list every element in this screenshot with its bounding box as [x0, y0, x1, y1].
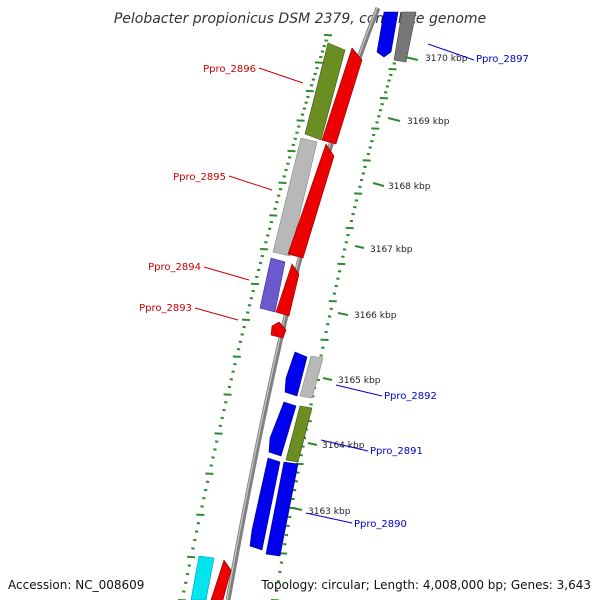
gene-ppro-2896[interactable] [304, 42, 346, 141]
gene-feature-red-bottom[interactable] [210, 559, 232, 600]
gene-label-ppro-2894[interactable]: Ppro_2894 [148, 262, 201, 273]
scale-label: 3168 kbp [388, 182, 431, 192]
scale-marker: 3164 kbp [307, 441, 365, 451]
gene-label-ppro-2891[interactable]: Ppro_2891 [370, 446, 423, 457]
gene-ppro-2892[interactable] [284, 351, 308, 397]
gene-ppro-2894[interactable] [259, 257, 286, 313]
scale-marker: 3170 kbp [404, 54, 468, 64]
gene-ppro-2895[interactable] [287, 143, 335, 259]
scale-marker: 3168 kbp [372, 182, 431, 192]
gene-feature-blue-2890b[interactable] [265, 461, 299, 557]
gene-label-ppro-2897[interactable]: Ppro_2897 [476, 54, 529, 65]
gene-feature-red-2894[interactable] [275, 263, 300, 317]
gene-feature-red-2896[interactable] [321, 47, 363, 145]
scale-marker: 3165 kbp [322, 376, 381, 386]
accession-text: Accession: NC_008609 [8, 578, 145, 592]
scale-label: 3167 kbp [370, 245, 413, 255]
gene-feature-cyan-bottom[interactable] [190, 555, 215, 600]
scale-markers: 3170 kbp 3169 kbp 3168 kbp 3167 kbp 3166… [292, 54, 468, 517]
gene-feature-gray-2892[interactable] [299, 355, 324, 399]
inner-tick-ring [178, 34, 333, 600]
map-title: Pelobacter propionicus DSM 2379, complet… [114, 11, 486, 27]
gene-ppro-2897[interactable] [376, 11, 399, 58]
scale-label: 3169 kbp [407, 117, 450, 127]
scale-marker: 3169 kbp [387, 117, 450, 127]
gene-feature-gray-top[interactable] [393, 11, 417, 63]
gene-label-ppro-2892[interactable]: Ppro_2892 [384, 391, 437, 402]
scale-marker: 3167 kbp [354, 245, 413, 255]
gene-feature-gray-2895[interactable] [272, 137, 318, 257]
scale-label: 3166 kbp [354, 311, 397, 321]
genome-backbone-highlight [226, 7, 378, 600]
gene-feature-olive-2891[interactable] [285, 405, 313, 463]
scale-marker: 3166 kbp [337, 311, 397, 321]
gene-features-forward [249, 11, 417, 557]
genome-backbone [225, 7, 381, 600]
scale-label: 3170 kbp [425, 54, 468, 64]
gene-features-reverse [190, 42, 363, 600]
gene-ppro-2890[interactable] [249, 457, 281, 551]
gene-label-ppro-2893[interactable]: Ppro_2893 [139, 303, 192, 314]
gene-label-ppro-2895[interactable]: Ppro_2895 [173, 172, 226, 183]
gene-label-ppro-2890[interactable]: Ppro_2890 [354, 519, 407, 530]
scale-label: 3164 kbp [322, 441, 365, 451]
scale-label: 3165 kbp [338, 376, 381, 386]
scale-label: 3163 kbp [308, 507, 351, 517]
scale-marker: 3163 kbp [292, 507, 351, 517]
gene-ppro-2893[interactable] [270, 321, 287, 339]
gene-labels: Ppro_2897 Ppro_2896 Ppro_2895 Ppro_2894 … [139, 43, 529, 530]
genome-summary-text: Topology: circular; Length: 4,008,000 bp… [261, 578, 591, 592]
gene-label-ppro-2896[interactable]: Ppro_2896 [203, 64, 256, 75]
gene-ppro-2891[interactable] [268, 401, 297, 457]
